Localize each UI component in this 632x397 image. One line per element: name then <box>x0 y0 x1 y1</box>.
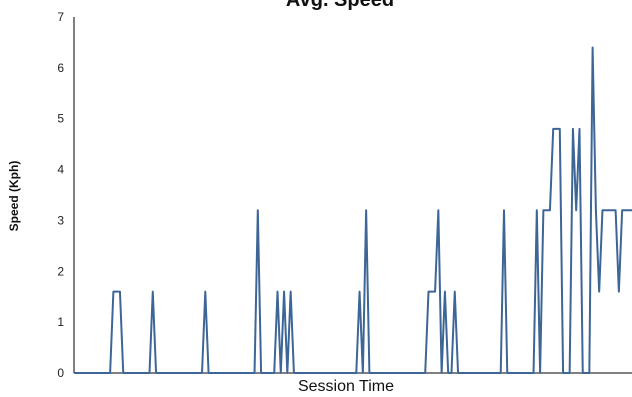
chart-title: Avg. Speed <box>286 0 394 11</box>
x-axis-label: Session Time <box>298 378 394 395</box>
y-tick-label: 3 <box>57 213 64 227</box>
y-tick-label: 0 <box>57 366 64 380</box>
y-tick-label: 6 <box>57 61 64 75</box>
y-axis-ticks: 0 1 2 3 4 5 6 7 <box>57 10 64 380</box>
y-tick-label: 4 <box>57 163 64 177</box>
speed-series-line <box>74 46 632 374</box>
y-tick-label: 1 <box>57 315 64 329</box>
y-axis-label: Speed (Kph) <box>7 161 21 232</box>
y-tick-label: 7 <box>57 10 64 24</box>
y-tick-label: 2 <box>57 264 64 278</box>
y-tick-label: 5 <box>57 112 64 126</box>
